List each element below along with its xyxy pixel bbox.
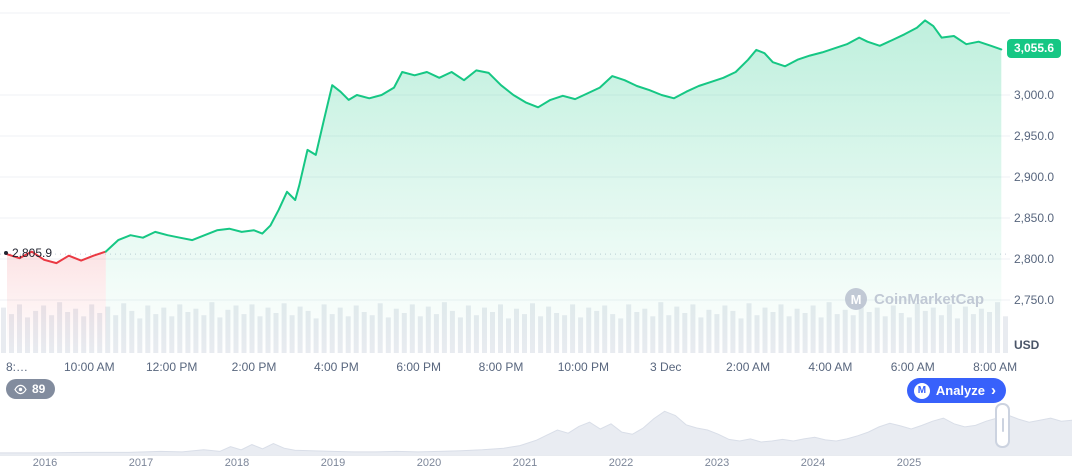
timeline-year-label[interactable]: 2023 — [704, 457, 730, 469]
y-axis-label: 2,900.0 — [1014, 169, 1055, 184]
timeline-handle[interactable] — [995, 403, 1010, 448]
analyze-button[interactable]: M Analyze › — [906, 378, 1006, 403]
x-axis-label: 8:00 AM — [973, 360, 1018, 374]
x-axis-label: 6:00 PM — [396, 360, 442, 374]
watermark: M CoinMarketCap — [845, 288, 984, 310]
history-count: 89 — [32, 382, 46, 396]
open-price-value: 2,805.9 — [12, 246, 53, 261]
x-axis-label: 2:00 PM — [231, 360, 277, 374]
open-price-marker-icon — [4, 251, 8, 256]
y-axis-label: 2,850.0 — [1014, 210, 1055, 225]
x-axis-label: 12:00 PM — [145, 360, 198, 374]
timeline-year-label[interactable]: 2016 — [32, 457, 58, 469]
price-area-down — [7, 251, 106, 353]
timeline-year-label[interactable]: 2017 — [128, 457, 154, 469]
y-axis-unit-label: USD — [1014, 338, 1040, 352]
history-count-badge: 89 — [6, 379, 56, 399]
timeline-line — [0, 410, 1072, 454]
x-axis-label: 3 Dec — [650, 360, 682, 374]
timeline-year-label[interactable]: 2025 — [896, 457, 922, 469]
timeline-divider — [0, 455, 1072, 456]
y-axis-label: 2,750.0 — [1014, 292, 1055, 307]
x-axis-label: 4:00 PM — [314, 360, 359, 374]
open-price-label: 2,805.9 — [4, 246, 52, 260]
x-axis-label: 6:00 AM — [890, 360, 935, 374]
x-axis-label: 8:… — [6, 360, 29, 374]
y-axis-label: 2,950.0 — [1014, 128, 1055, 143]
timeline-year-label[interactable]: 2022 — [608, 457, 634, 469]
eye-icon — [14, 384, 27, 394]
analyze-logo-icon: M — [913, 382, 930, 399]
analyze-button-label: Analyze — [935, 383, 985, 398]
y-axis-label: 3,000.0 — [1014, 87, 1055, 102]
x-axis-label: 10:00 AM — [63, 360, 115, 374]
x-axis-label: 4:00 AM — [808, 360, 853, 374]
timeline-area — [0, 411, 1072, 455]
x-axis-label: 10:00 PM — [557, 360, 610, 374]
timeline-year-label[interactable]: 2018 — [224, 457, 250, 469]
x-axis-label: 8:00 PM — [478, 360, 524, 374]
watermark-text: CoinMarketCap — [874, 290, 985, 308]
timeline-year-label[interactable]: 2024 — [800, 457, 826, 469]
x-axis-label: 2:00 AM — [726, 360, 771, 374]
price-line-up — [104, 19, 1003, 253]
timeline-year-label[interactable]: 2019 — [320, 457, 346, 469]
timeline-year-label[interactable]: 2021 — [512, 457, 538, 469]
x-axis: 8:… 10:00 AM 12:00 PM 2:00 PM 4:00 PM 6:00 P… — [0, 360, 1017, 376]
coinmarketcap-logo-icon: M — [845, 288, 867, 310]
price-area-up — [105, 20, 1002, 354]
timeline-year-label[interactable]: 2020 — [416, 457, 442, 469]
price-chart[interactable] — [0, 0, 1010, 356]
price-line-down — [6, 250, 107, 265]
current-price-badge: 3,055.6 — [1007, 39, 1062, 59]
chevron-right-icon: › — [991, 381, 996, 399]
timeline-scrubber[interactable] — [0, 398, 1072, 456]
y-axis-label: 2,800.0 — [1014, 251, 1055, 266]
